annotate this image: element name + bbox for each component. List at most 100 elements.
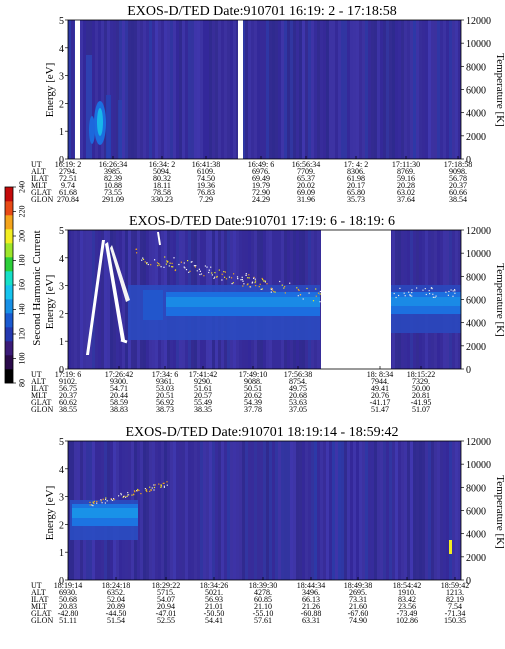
heatmap-column bbox=[326, 441, 329, 580]
table-cell: 63.31 bbox=[302, 616, 320, 625]
temperature-dot bbox=[284, 286, 286, 288]
table-cell: 8306. bbox=[347, 167, 365, 176]
heatmap-column bbox=[95, 20, 98, 159]
temperature-dot bbox=[395, 296, 397, 299]
temperature-dot bbox=[225, 278, 228, 280]
heatmap-column bbox=[404, 441, 407, 580]
temperature-dot bbox=[142, 257, 144, 259]
heatmap-column bbox=[203, 441, 206, 580]
temperature-dot bbox=[180, 261, 182, 263]
table-cell: 51.11 bbox=[59, 616, 77, 625]
temperature-dot bbox=[160, 266, 162, 268]
table-cell: 61.98 bbox=[347, 174, 365, 183]
heatmap-column bbox=[161, 441, 164, 580]
temperature-dot bbox=[89, 504, 91, 506]
y-right-tick-label: 2000 bbox=[466, 342, 486, 353]
temperature-dot bbox=[145, 489, 147, 492]
temperature-dot bbox=[211, 272, 213, 274]
heatmap-column bbox=[350, 20, 353, 159]
table-cell: 16:26:34 bbox=[99, 160, 127, 169]
temperature-dot bbox=[224, 276, 226, 278]
heatmap-column bbox=[377, 441, 380, 580]
temperature-dot bbox=[149, 490, 151, 492]
table-cell: 9300. bbox=[110, 377, 128, 386]
heatmap-column bbox=[158, 20, 161, 159]
heatmap-column bbox=[278, 441, 281, 580]
temperature-dot bbox=[240, 279, 242, 281]
table-cell: 18:34:26 bbox=[200, 581, 228, 590]
heatmap-column bbox=[230, 20, 233, 159]
colorbar-tick-label: 180 bbox=[18, 255, 27, 267]
y-right-tick-label: 4000 bbox=[466, 109, 486, 120]
table-cell: 56.92 bbox=[156, 398, 174, 407]
table-cell: 38.73 bbox=[156, 405, 174, 414]
temperature-dot bbox=[104, 502, 106, 504]
temperature-dot bbox=[249, 286, 251, 288]
temperature-dot bbox=[120, 492, 122, 495]
temperature-dot bbox=[315, 288, 317, 290]
temperature-dot bbox=[431, 288, 433, 290]
y-right-tick-label: 10000 bbox=[466, 249, 491, 260]
heatmap-column bbox=[341, 20, 344, 159]
heatmap-column bbox=[290, 441, 293, 580]
heatmap-column bbox=[275, 441, 278, 580]
heatmap-column bbox=[77, 230, 80, 369]
colorbar-tick-label: 160 bbox=[18, 279, 27, 291]
y-tick-label: 4 bbox=[59, 44, 64, 55]
heatmap-column bbox=[113, 20, 116, 159]
temperature-dot bbox=[183, 262, 185, 264]
heatmap-column bbox=[242, 20, 245, 159]
temperature-dot bbox=[448, 290, 450, 293]
heatmap-column bbox=[179, 20, 182, 159]
heatmap-column bbox=[191, 441, 194, 580]
heatmap-column bbox=[155, 20, 158, 159]
table-cell: 1910. bbox=[398, 588, 416, 597]
temperature-dot bbox=[166, 260, 168, 262]
table-cell: 18:44:34 bbox=[297, 581, 325, 590]
temperature-dot bbox=[200, 273, 203, 275]
temperature-dot bbox=[432, 296, 434, 298]
colorbar-tick-label: 140 bbox=[18, 304, 27, 316]
heatmap-column bbox=[182, 441, 185, 580]
heatmap-column bbox=[446, 20, 449, 159]
y-tick-label: 3 bbox=[59, 72, 64, 83]
temperature-dot bbox=[214, 272, 216, 274]
temperature-dot bbox=[89, 501, 91, 503]
table-cell: 6109. bbox=[197, 167, 215, 176]
heatmap-column bbox=[353, 20, 356, 159]
colorbar-cell bbox=[5, 201, 13, 216]
heatmap-column bbox=[239, 441, 242, 580]
heatmap-column bbox=[176, 441, 179, 580]
table-cell: 24.29 bbox=[252, 195, 270, 204]
y-right-tick-label: 6000 bbox=[466, 296, 486, 307]
heatmap-column bbox=[422, 441, 425, 580]
heatmap-column bbox=[83, 20, 86, 159]
temperature-dot bbox=[167, 261, 169, 263]
temperature-dot bbox=[270, 291, 272, 293]
y-right-tick-label: 6000 bbox=[466, 86, 486, 97]
heatmap-column bbox=[383, 20, 386, 159]
temperature-dot bbox=[158, 483, 160, 485]
heatmap-column bbox=[440, 20, 443, 159]
temperature-dot bbox=[123, 495, 125, 497]
temperature-dot bbox=[411, 295, 413, 297]
heatmap-column bbox=[410, 441, 413, 580]
heatmap-column bbox=[212, 20, 215, 159]
temperature-dot bbox=[297, 295, 299, 297]
heatmap-column bbox=[140, 441, 143, 580]
temperature-dot bbox=[190, 261, 192, 263]
temperature-dot bbox=[302, 298, 304, 300]
heatmap-column bbox=[344, 20, 347, 159]
heatmap-column bbox=[107, 20, 110, 159]
panel-2-ylabel-right: Temperature [K] bbox=[494, 263, 505, 336]
heatmap-column bbox=[362, 441, 365, 580]
temperature-dot bbox=[319, 301, 321, 303]
temperature-dot bbox=[255, 285, 257, 287]
temperature-dot bbox=[194, 266, 196, 268]
table-cell: 31.96 bbox=[297, 195, 315, 204]
row-label: MLT bbox=[31, 391, 47, 400]
heatmap-column bbox=[269, 20, 272, 159]
table-cell: 2794. bbox=[59, 167, 77, 176]
y-right-tick-label: 0 bbox=[466, 155, 471, 166]
temperature-dot bbox=[125, 496, 127, 498]
